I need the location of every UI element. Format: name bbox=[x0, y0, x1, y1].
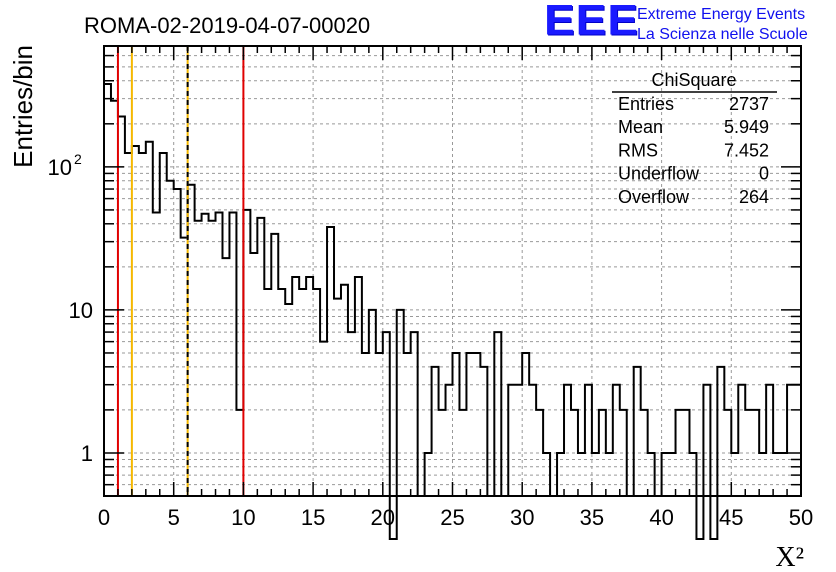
stats-label: Overflow bbox=[618, 187, 690, 207]
histogram-bars bbox=[104, 82, 801, 541]
y-tick-label: 1 bbox=[81, 441, 93, 466]
x-tick-label: 40 bbox=[649, 505, 673, 530]
x-tick-label: 45 bbox=[719, 505, 743, 530]
y-tick-label: 10 bbox=[48, 155, 72, 180]
y-tick-label-exponent: 2 bbox=[74, 151, 82, 167]
stats-value: 264 bbox=[739, 187, 769, 207]
x-tick-label: 35 bbox=[580, 505, 604, 530]
x-tick-label: 0 bbox=[98, 505, 110, 530]
y-tick-label: 10 bbox=[69, 298, 93, 323]
stats-label: Entries bbox=[618, 94, 674, 114]
x-tick-label: 30 bbox=[510, 505, 534, 530]
x-tick-label: 20 bbox=[371, 505, 395, 530]
x-tick-label: 15 bbox=[301, 505, 325, 530]
stats-label: Mean bbox=[618, 117, 663, 137]
stats-value: 7.452 bbox=[724, 140, 769, 160]
stats-label: Underflow bbox=[618, 164, 700, 184]
stats-box-title: ChiSquare bbox=[651, 70, 736, 90]
logo-subtitle-line2: La Scienza nelle Scuole bbox=[637, 26, 808, 43]
chart-title: ROMA-02-2019-04-07-00020 bbox=[84, 13, 370, 38]
eee-logo: EEE Extreme Energy Events La Scienza nel… bbox=[544, 0, 834, 48]
grid-lines bbox=[104, 46, 801, 496]
x-tick-label: 5 bbox=[168, 505, 180, 530]
eee-logo-mark: EEE bbox=[544, 0, 640, 44]
x-axis-label: X² bbox=[775, 542, 804, 572]
stats-value: 2737 bbox=[729, 94, 769, 114]
x-tick-label: 25 bbox=[440, 505, 464, 530]
x-tick-label: 50 bbox=[789, 505, 813, 530]
histogram-outline bbox=[104, 82, 801, 541]
x-axis: 0 5 10 15 20 25 30 35 40 45 50 bbox=[98, 46, 813, 530]
stats-value: 0 bbox=[759, 164, 769, 184]
stats-box: ChiSquare Entries 2737 Mean 5.949 RMS 7.452 Un… bbox=[612, 70, 777, 207]
threshold-lines bbox=[116, 46, 245, 496]
x-tick-label: 10 bbox=[231, 505, 255, 530]
stats-value: 5.949 bbox=[724, 117, 769, 137]
y-axis-label: Entries/bin bbox=[8, 45, 38, 168]
logo-subtitle-line1: Extreme Energy Events bbox=[637, 6, 806, 23]
stats-label: RMS bbox=[618, 140, 658, 160]
